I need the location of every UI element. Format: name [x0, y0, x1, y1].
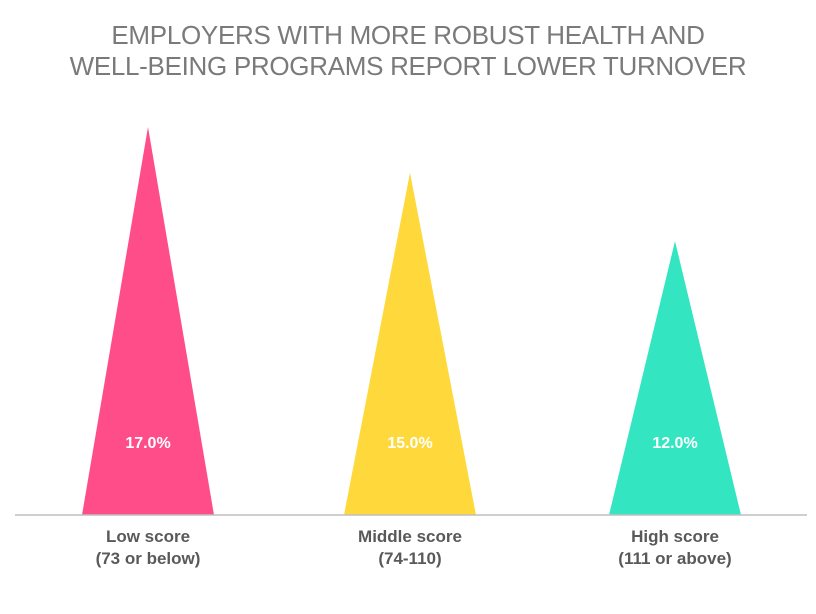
bars-group: 17.0% 15.0% 12.0% — [82, 127, 741, 515]
data-label-2: 12.0% — [652, 435, 697, 452]
chart-title: EMPLOYERS WITH MORE ROBUST HEALTH AND WE… — [0, 20, 816, 82]
data-label-0: 17.0% — [125, 435, 170, 452]
category-label-2-line-2: (111 or above) — [618, 549, 731, 568]
chart-title-line-2: WELL-BEING PROGRAMS REPORT LOWER TURNOVE… — [69, 51, 747, 81]
category-label-0-line-1: Low score — [106, 527, 190, 546]
bar-2 — [609, 241, 741, 515]
bar-0 — [82, 127, 214, 515]
labels-group: Low score (73 or below) Middle score (74-11… — [96, 527, 732, 568]
category-label-1-line-1: Middle score — [358, 527, 462, 546]
category-label-0-line-2: (73 or below) — [96, 549, 201, 568]
data-label-1: 15.0% — [387, 435, 432, 452]
bar-1 — [344, 172, 476, 515]
chart-title-line-1: EMPLOYERS WITH MORE ROBUST HEALTH AND — [111, 20, 705, 50]
category-label-1-line-2: (74-110) — [378, 549, 441, 568]
category-label-2-line-1: High score — [631, 527, 719, 546]
